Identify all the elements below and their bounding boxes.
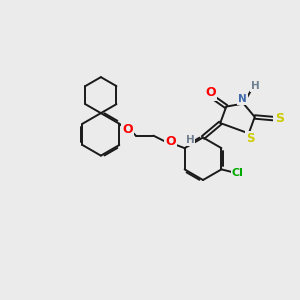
Text: O: O xyxy=(206,86,216,99)
Text: Cl: Cl xyxy=(232,168,244,178)
Text: O: O xyxy=(123,123,133,136)
Text: H: H xyxy=(185,135,194,145)
Text: S: S xyxy=(275,112,284,125)
Text: O: O xyxy=(166,135,176,148)
Text: S: S xyxy=(246,132,254,146)
Text: H: H xyxy=(251,81,260,91)
Text: N: N xyxy=(238,94,247,104)
